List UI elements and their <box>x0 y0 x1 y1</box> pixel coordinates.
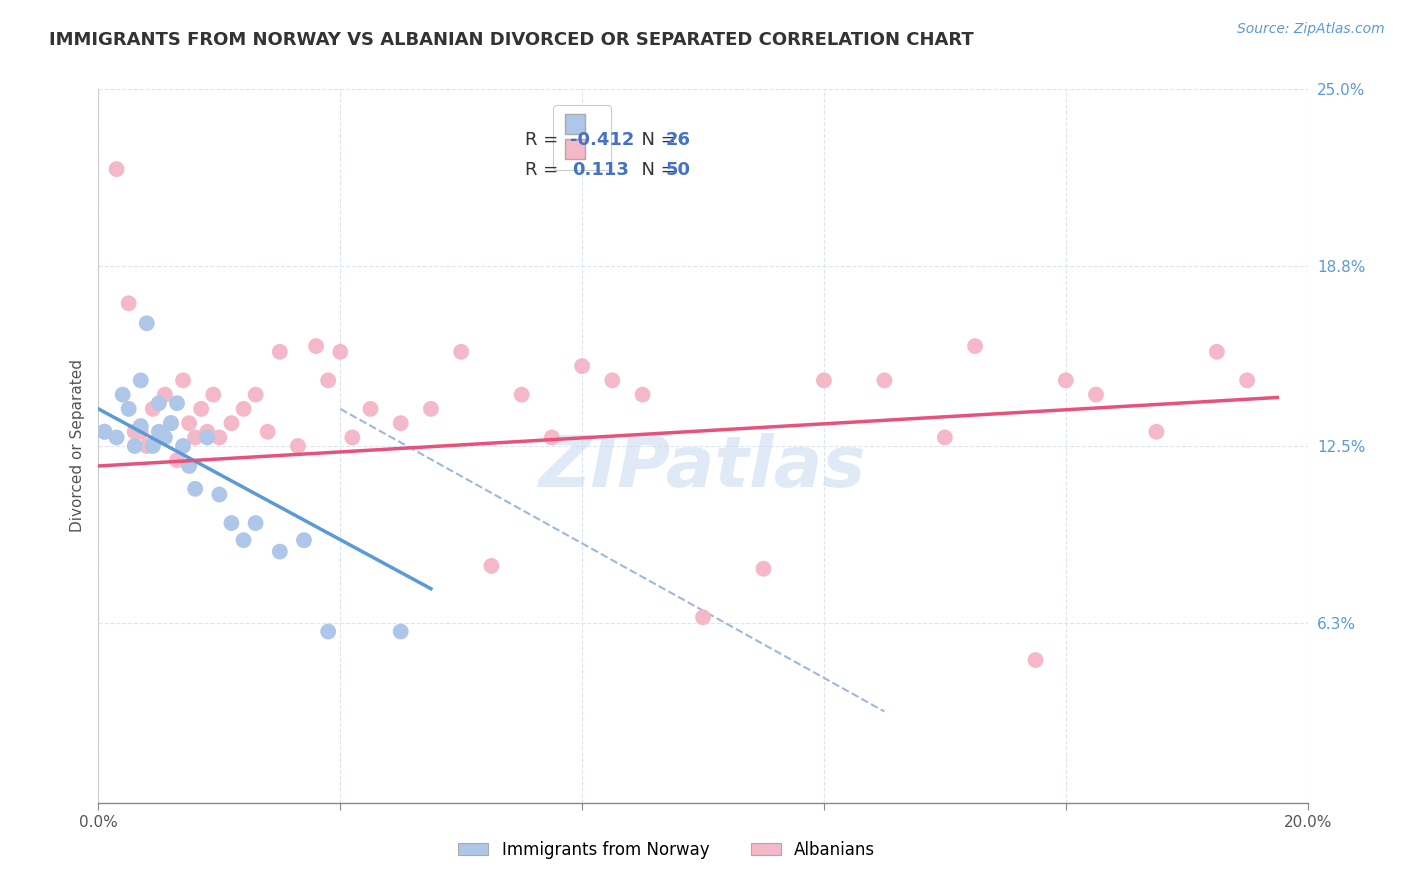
Point <box>540 430 562 444</box>
Point <box>166 453 188 467</box>
Point <box>135 316 157 330</box>
Text: ZIPatlas: ZIPatlas <box>540 433 866 502</box>
Text: IMMIGRANTS FROM NORWAY VS ALBANIAN DIVORCED OR SEPARATED CORRELATION CHART: IMMIGRANTS FROM NORWAY VS ALBANIAN DIVOR… <box>49 31 974 49</box>
Point <box>135 439 157 453</box>
Point <box>873 373 896 387</box>
Point <box>221 416 243 430</box>
Point <box>166 396 188 410</box>
Point <box>129 419 152 434</box>
Point <box>184 430 207 444</box>
Point <box>172 373 194 387</box>
Point <box>965 339 987 353</box>
Point <box>202 387 225 401</box>
Text: 50: 50 <box>665 161 690 179</box>
Point <box>510 387 533 401</box>
Point <box>93 425 115 439</box>
Point <box>571 359 593 373</box>
Text: R =: R = <box>524 131 564 150</box>
Point <box>1144 425 1167 439</box>
Point <box>153 430 176 444</box>
Point <box>160 416 183 430</box>
Point <box>420 401 443 416</box>
Point <box>269 544 291 558</box>
Point <box>111 387 134 401</box>
Point <box>142 439 165 453</box>
Point <box>208 430 231 444</box>
Point <box>124 425 146 439</box>
Point <box>190 401 212 416</box>
Point <box>93 425 115 439</box>
Point <box>232 533 254 548</box>
Point <box>148 396 170 410</box>
Point <box>269 344 291 359</box>
Point <box>389 416 412 430</box>
Point <box>208 487 231 501</box>
Point <box>148 425 170 439</box>
Text: -0.412: -0.412 <box>569 131 634 150</box>
Point <box>142 401 165 416</box>
Point <box>172 439 194 453</box>
Point <box>256 425 278 439</box>
Text: N =: N = <box>630 161 682 179</box>
Point <box>153 387 176 401</box>
Point <box>129 373 152 387</box>
Point <box>148 430 170 444</box>
Point <box>184 482 207 496</box>
Point <box>179 416 201 430</box>
Point <box>118 296 141 310</box>
Point <box>287 439 309 453</box>
Point <box>245 387 267 401</box>
Point <box>481 558 503 573</box>
Point <box>1206 344 1229 359</box>
Point <box>160 416 183 430</box>
Point <box>692 610 714 624</box>
Point <box>129 425 152 439</box>
Point <box>195 425 218 439</box>
Text: 0.113: 0.113 <box>572 161 630 179</box>
Point <box>179 458 201 473</box>
Point <box>329 344 352 359</box>
Point <box>124 439 146 453</box>
Point <box>813 373 835 387</box>
Point <box>1236 373 1258 387</box>
Text: N =: N = <box>630 131 682 150</box>
Text: R =: R = <box>524 161 569 179</box>
Point <box>360 401 382 416</box>
Point <box>316 624 339 639</box>
Point <box>118 401 141 416</box>
Point <box>232 401 254 416</box>
Point <box>195 430 218 444</box>
Point <box>631 387 654 401</box>
Point <box>292 533 315 548</box>
Point <box>245 516 267 530</box>
Point <box>752 562 775 576</box>
Point <box>602 373 624 387</box>
Point <box>1054 373 1077 387</box>
Point <box>305 339 328 353</box>
Point <box>342 430 364 444</box>
Point <box>316 373 339 387</box>
Legend: Immigrants from Norway, Albanians: Immigrants from Norway, Albanians <box>451 835 882 866</box>
Point <box>1024 653 1046 667</box>
Point <box>105 162 128 177</box>
Point <box>221 516 243 530</box>
Y-axis label: Divorced or Separated: Divorced or Separated <box>69 359 84 533</box>
Text: 26: 26 <box>665 131 690 150</box>
Point <box>450 344 472 359</box>
Point <box>1085 387 1108 401</box>
Point <box>934 430 956 444</box>
Point <box>389 624 412 639</box>
Point <box>105 430 128 444</box>
Text: Source: ZipAtlas.com: Source: ZipAtlas.com <box>1237 22 1385 37</box>
